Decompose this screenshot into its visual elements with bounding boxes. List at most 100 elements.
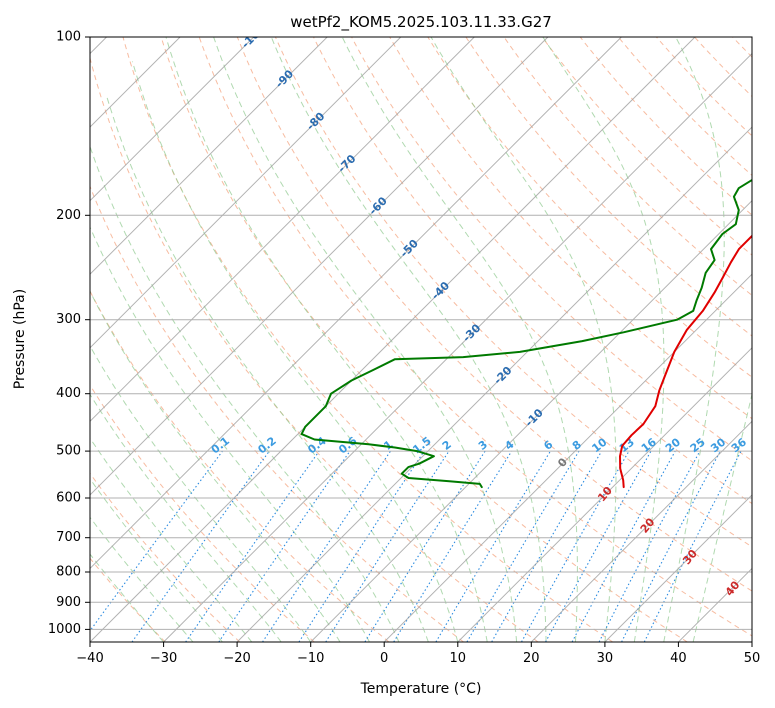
dry-adiabat [236,37,752,592]
x-tick-label: 30 [597,651,614,666]
mixing-ratio-label: 10 [590,435,610,455]
x-tick-label: 0 [380,651,388,666]
background-line-labels: 0.1 0.2 0.4 0.6 1 1.5 2 3 4 6 8 10 13 16 20 25 30 36-100-… [209,37,750,599]
dry-adiabat [694,37,752,98]
y-tick-label: 800 [56,565,81,580]
dry-adiabat [90,472,241,642]
moist-adiabat [165,37,488,642]
mixing-ratio-line [571,450,676,642]
moist-adiabat [90,144,400,642]
mixing-ratio-line [643,450,742,642]
temperature-profile [619,234,752,489]
chart-title: wetPf2_KOM5.2025.103.11.33.G27 [290,13,552,32]
moist-adiabat-label: 40 [723,578,743,598]
pressure-gridlines [90,37,752,630]
mixing-ratio-line [521,450,630,642]
isotherm [236,126,752,642]
y-tick-label: 1000 [48,622,81,637]
moist-adiabat [341,37,578,642]
x-tick-label: −20 [223,651,250,666]
x-tick-label: 50 [744,651,761,666]
mixing-ratio-label: 0.6 [336,434,360,456]
isotherm [90,37,696,642]
dewpoint-profile [300,178,752,489]
dry-adiabat [90,384,315,642]
mixing-ratio-line [598,450,701,642]
mixing-ratio-line [185,450,320,642]
moist-adiabat [90,393,282,642]
y-tick-label: 100 [56,30,81,45]
isotherm [604,494,752,642]
isotherm [310,199,752,642]
mixing-ratio-label: 0.2 [255,434,278,456]
moist-adiabat [131,61,459,642]
dry-adiabats [90,37,775,642]
moist-adiabat [105,94,429,642]
y-axis-ticks: 100 200 300 400 500 600 700 800 900 1000 [48,30,90,637]
mixing-ratio-label: 8 [570,438,584,453]
dry-adiabat [90,56,539,642]
x-tick-label: −40 [76,651,103,666]
mixing-ratio-label: 0.1 [209,434,232,456]
y-tick-label: 400 [56,386,81,401]
dry-adiabat [541,37,752,256]
dry-adiabat [122,37,613,642]
isotherm [530,420,752,642]
x-tick-label: −30 [150,651,177,666]
mixing-ratio-line [325,450,450,642]
mixing-ratio-line [90,450,223,632]
mixing-ratio-line [621,450,721,642]
mixing-ratio-line [545,450,652,642]
y-tick-label: 300 [56,312,81,327]
y-tick-label: 700 [56,530,81,545]
moist-adiabat [542,37,665,642]
dry-adiabat [160,37,688,642]
moist-adiabat [692,392,752,642]
dry-adiabat [389,37,752,420]
dry-adiabat [465,37,752,337]
dry-adiabat [313,37,752,505]
dry-adiabat [503,37,752,296]
isotherm [90,37,549,496]
dry-adiabat [656,37,752,137]
mixing-ratio-label: 13 [617,436,637,456]
dry-adiabat [274,37,752,548]
dry-adiabat [732,37,752,58]
isotherm [751,641,752,642]
moist-adiabat [270,37,547,642]
mixing-ratio-lines [90,450,742,642]
moist-adiabat-label: 0 [555,455,570,469]
dry-adiabat [351,37,752,462]
isotherm [457,347,752,642]
mixing-ratio-label: 6 [541,438,555,453]
isotherm [90,37,622,570]
isotherm [383,273,752,642]
mixing-ratio-line [393,450,513,642]
isotherm [90,37,475,423]
x-axis-ticks: −40 −30 −20 −10 0 10 20 30 40 50 [76,642,760,666]
isotherms [90,37,752,642]
isotherm [90,37,402,349]
mixing-ratio-label: 25 [688,436,708,456]
mixing-ratio-label: 36 [729,435,749,455]
dry-adiabat [198,37,752,637]
y-tick-label: 500 [56,444,81,459]
moist-adiabat [213,37,518,642]
y-axis-label: Pressure (hPa) [12,289,28,389]
mixing-ratio-line [262,450,391,642]
y-tick-label: 900 [56,595,81,610]
moist-adiabat [430,37,617,642]
dry-adiabat [771,37,775,642]
mixing-ratio-label: 3 [476,438,490,453]
isotherm [90,37,328,275]
moist-adiabat [90,225,370,642]
isotherm [163,52,752,642]
mixing-ratio-label: 4 [503,438,517,453]
mixing-ratio-label: 30 [708,435,728,455]
x-tick-label: 20 [523,651,540,666]
y-tick-label: 600 [56,491,81,506]
profile-lines [300,178,752,489]
mixing-ratio-line [298,450,425,642]
moist-adiabat [663,37,725,642]
dry-adiabat [579,37,752,216]
